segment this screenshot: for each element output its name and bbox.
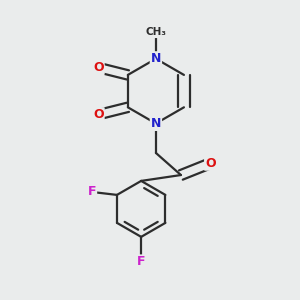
Text: N: N (151, 117, 161, 130)
Text: CH₃: CH₃ (146, 27, 167, 37)
Text: F: F (88, 185, 96, 199)
Text: O: O (93, 108, 104, 121)
Text: F: F (137, 255, 146, 268)
Text: O: O (205, 157, 216, 170)
Text: N: N (151, 52, 161, 65)
Text: O: O (93, 61, 104, 74)
